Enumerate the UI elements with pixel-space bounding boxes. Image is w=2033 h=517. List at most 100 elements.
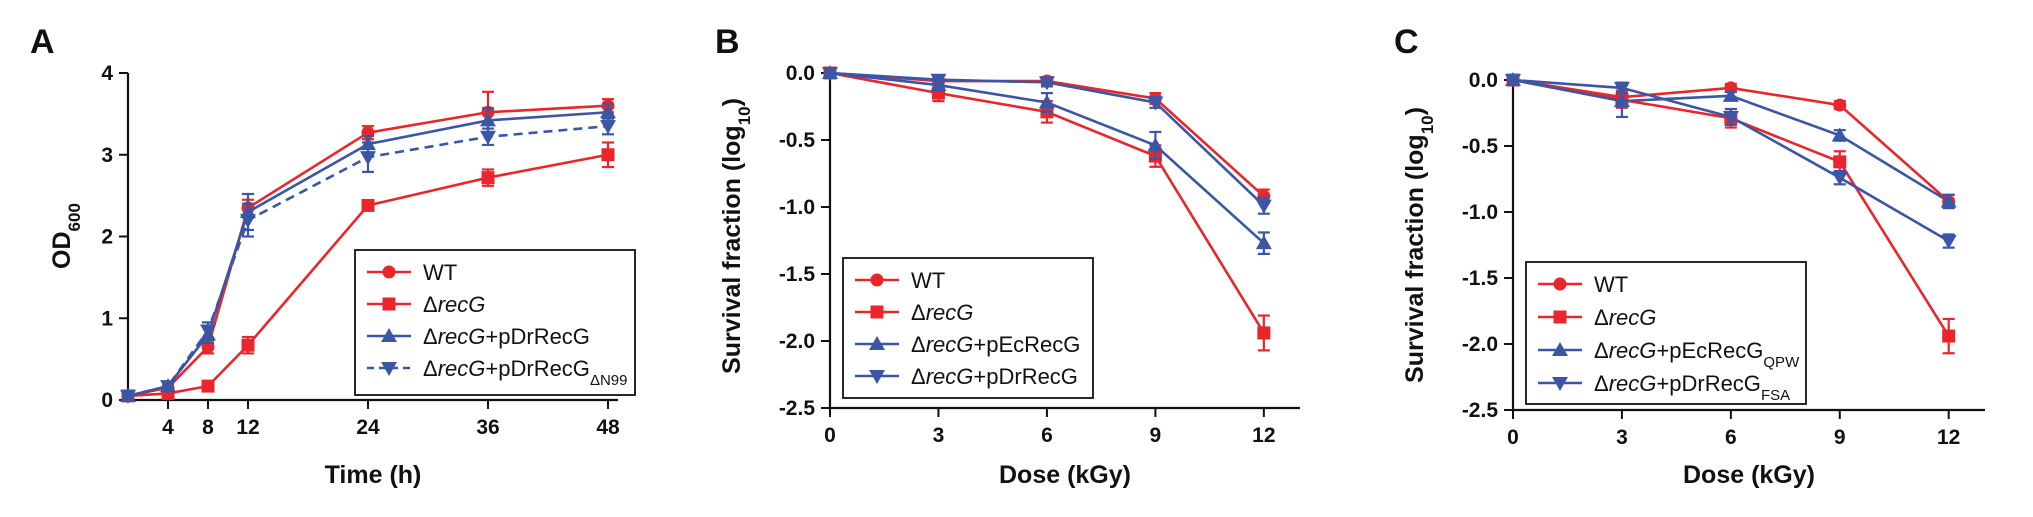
y-tick-label: -1.5: [1462, 267, 1499, 290]
legend-label: ΔrecG: [1594, 305, 1656, 330]
legend-marker: [382, 297, 396, 311]
legend-item: WT: [855, 268, 945, 293]
x-tick-label: 3: [933, 424, 945, 447]
data-point: [1257, 189, 1271, 203]
panel-label-a: A: [30, 23, 55, 61]
y-tick-label: -1.0: [1462, 201, 1498, 224]
data-point: [200, 324, 216, 339]
data-point: [1147, 96, 1164, 111]
x-tick-label: 48: [596, 416, 620, 439]
panel-label-c: C: [1394, 23, 1419, 61]
legend-marker: [870, 273, 884, 287]
legend-label: ΔrecG+pDrRecGΔN99: [423, 356, 627, 389]
data-point: [600, 120, 616, 135]
legend-marker: [1553, 277, 1567, 291]
x-tick-label: 24: [356, 416, 380, 439]
data-point: [1613, 93, 1630, 108]
data-point: [120, 389, 136, 404]
panel-c-chart: 0.0 -0.5 -1.0 -1.5 -2.0 -2.5 0 3 6 9 12 Dose (kGy) S…: [1401, 69, 1985, 489]
data-point: [1942, 329, 1956, 343]
series-ΔrecG+pDrRecGFSA: [1505, 74, 1957, 250]
legend: WT ΔrecG ΔrecG+pDrRecG ΔrecG+pDrRecGΔN99: [354, 249, 636, 396]
y-tick-label: 1: [101, 307, 113, 330]
x-tick-label: 0: [1507, 426, 1519, 449]
legend-marker: [381, 328, 397, 342]
x-axis-label: Dose (kGy): [1683, 461, 1815, 489]
data-point: [1940, 235, 1957, 250]
legend-item: ΔrecG+pDrRecG: [855, 364, 1078, 389]
x-tick-label: 4: [162, 416, 174, 439]
data-point: [1722, 87, 1739, 102]
y-tick-label: -0.5: [1462, 135, 1499, 158]
legend-label: ΔrecG+pEcRecGQPW: [1594, 338, 1800, 371]
data-point: [361, 198, 375, 212]
legend-label: ΔrecG+pDrRecG: [423, 324, 590, 349]
x-tick-label: 36: [476, 416, 499, 439]
data-point: [1255, 235, 1272, 250]
x-tick-label: 0: [824, 424, 836, 447]
legend: WT ΔrecG ΔrecG+pEcRecG ΔrecG+pDrRecG: [842, 257, 1094, 399]
series-ΔrecG+pDrRecGΔN99: [120, 116, 616, 404]
legend-marker: [870, 305, 884, 319]
y-tick-label: -2.0: [779, 330, 815, 353]
y-tick-label: -0.5: [779, 129, 816, 152]
data-point: [1831, 127, 1848, 142]
y-tick-label: -2.0: [1462, 333, 1498, 356]
x-tick-label: 12: [1937, 426, 1960, 449]
data-point: [481, 171, 495, 185]
data-point: [241, 338, 255, 352]
legend-marker: [869, 336, 885, 350]
legend-box: [354, 249, 636, 396]
y-axis-label: Survival fraction (log10): [718, 98, 754, 374]
legend-marker: [869, 370, 885, 384]
data-point: [1038, 94, 1055, 109]
legend-item: ΔrecG: [855, 300, 973, 325]
legend-marker: [381, 362, 397, 376]
y-tick-label: 3: [101, 144, 113, 167]
data-point: [822, 67, 838, 81]
y-tick-label: 2: [101, 226, 113, 249]
data-point: [1833, 98, 1847, 112]
data-point: [1831, 171, 1848, 186]
y-tick-label: 0.0: [1469, 69, 1498, 92]
legend-item: ΔrecG+pDrRecGΔN99: [367, 356, 627, 389]
data-point: [930, 73, 947, 88]
y-tick-label: -2.5: [779, 397, 816, 420]
x-tick-label: 8: [202, 416, 214, 439]
y-tick-label: -1.5: [779, 263, 816, 286]
legend-marker: [1552, 377, 1568, 391]
y-tick-label: -1.0: [779, 196, 815, 219]
x-axis-label: Time (h): [325, 461, 422, 489]
x-tick-label: 12: [236, 416, 259, 439]
panel-label-b: B: [715, 23, 740, 61]
data-point: [480, 130, 496, 145]
legend-label: ΔrecG: [911, 300, 973, 325]
data-point: [1147, 137, 1164, 152]
data-point: [1613, 81, 1630, 96]
legend-label: ΔrecG+pEcRecG: [911, 332, 1080, 357]
y-tick-label: -2.5: [1462, 399, 1499, 422]
x-tick-label: 9: [1150, 424, 1162, 447]
data-point: [240, 214, 256, 229]
series-ΔrecG+pEcRecGQPW: [1505, 72, 1957, 210]
legend-item: WT: [367, 260, 457, 285]
x-tick-label: 6: [1725, 426, 1737, 449]
data-point: [1257, 326, 1271, 340]
legend-label: WT: [911, 268, 945, 293]
legend-marker: [382, 265, 396, 279]
data-point: [1722, 110, 1739, 125]
legend-label: ΔrecG: [423, 292, 485, 317]
data-point: [480, 112, 496, 127]
legend-label: ΔrecG+pDrRecG: [911, 364, 1078, 389]
data-point: [1255, 199, 1272, 214]
series-ΔrecG+pDrRecG: [822, 67, 1272, 215]
series-line: [829, 71, 1265, 198]
legend-item: ΔrecG+pDrRecGFSA: [1538, 371, 1790, 404]
x-tick-label: 3: [1616, 426, 1628, 449]
x-axis-label: Dose (kGy): [999, 461, 1131, 489]
data-point: [160, 380, 176, 395]
data-point: [1038, 76, 1055, 91]
